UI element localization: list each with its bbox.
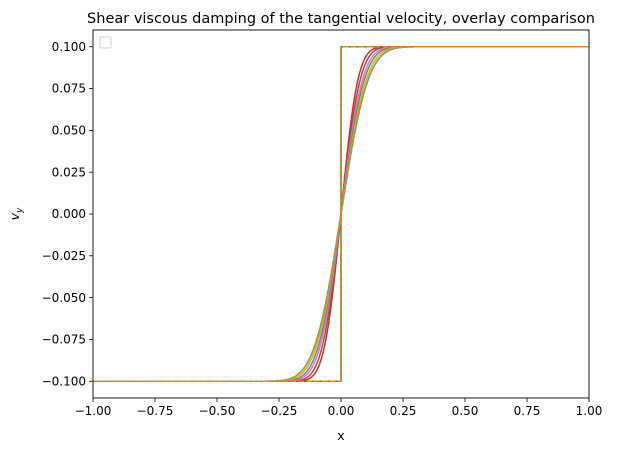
x-tick-label: 0.75 xyxy=(514,404,541,418)
y-axis-label-subscript: y xyxy=(15,207,25,214)
x-axis-label: x xyxy=(337,428,344,443)
x-tick-label: −0.25 xyxy=(261,404,298,418)
y-axis-label: vy xyxy=(7,207,25,220)
y-tick-label: 0.050 xyxy=(52,124,86,138)
series-layer xyxy=(93,45,589,383)
y-tick-label: 0.100 xyxy=(52,40,86,54)
x-tick-label: −0.75 xyxy=(137,404,174,418)
x-tick-label: 0.25 xyxy=(390,404,417,418)
y-axis-label-main: v xyxy=(7,212,22,220)
y-tick-label: 0.000 xyxy=(52,207,86,221)
x-tick-label: −1.00 xyxy=(75,404,112,418)
y-tick-label: 0.025 xyxy=(52,165,86,179)
x-tick-label: 0.00 xyxy=(328,404,355,418)
x-axis-ticks: −1.00 −0.75 −0.50 −0.25 0.00 0.25 0.50 0.75 1.00 xyxy=(75,398,603,418)
series-line-11 xyxy=(93,45,589,383)
y-tick-label: −0.100 xyxy=(42,374,86,388)
y-tick-label: −0.075 xyxy=(42,333,86,347)
chart-title: Shear viscous damping of the tangential … xyxy=(87,11,595,27)
y-axis-ticks: −0.100 −0.075 −0.050 −0.025 0.000 0.025 0.050 0… xyxy=(42,40,93,388)
y-tick-label: −0.050 xyxy=(42,291,86,305)
x-tick-label: 0.50 xyxy=(452,404,479,418)
legend-box xyxy=(99,36,112,49)
x-tick-label: −0.50 xyxy=(199,404,236,418)
y-tick-label: −0.025 xyxy=(42,249,86,263)
y-tick-label: 0.075 xyxy=(52,82,86,96)
x-tick-label: 1.00 xyxy=(576,404,603,418)
